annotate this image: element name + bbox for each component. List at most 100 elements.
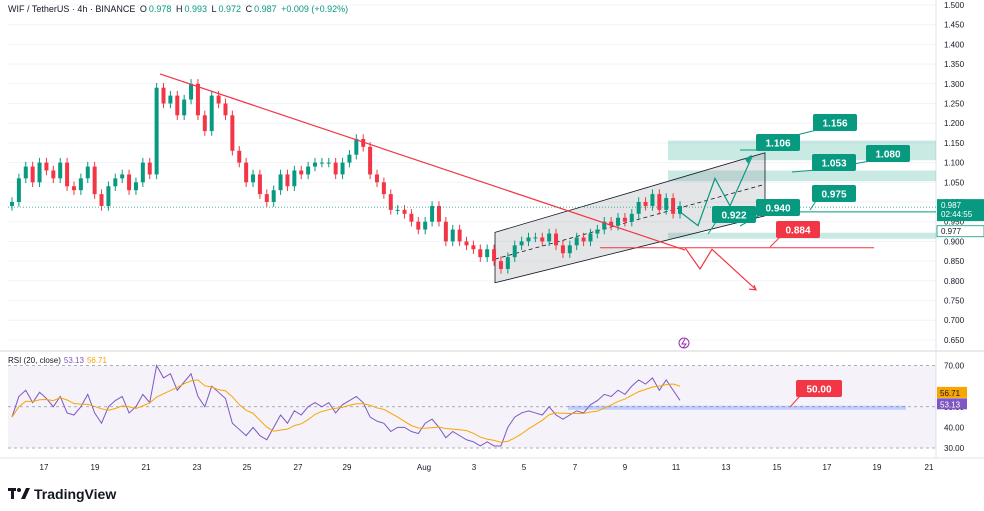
candle-body	[195, 83, 200, 116]
rsi-header[interactable]: RSI (20, close) 53.13 56.71	[8, 356, 107, 365]
candle-body	[464, 241, 469, 246]
low-value: 0.972	[218, 4, 242, 14]
price-axis-label: 0.850	[944, 257, 965, 266]
price-axis-label: 0.750	[944, 297, 965, 306]
callout-box	[756, 134, 800, 151]
price-axis-label: 1.100	[944, 159, 965, 168]
candle-body	[120, 174, 125, 179]
candle-body	[333, 162, 338, 175]
callout-box	[812, 185, 856, 202]
time-axis-label: 13	[722, 463, 731, 472]
time-axis-label: 27	[294, 463, 303, 472]
callout-label: 0.940	[765, 204, 790, 215]
candle-body	[471, 245, 476, 250]
candle-body	[374, 174, 379, 183]
candle-body	[223, 103, 228, 116]
candle-body	[319, 162, 324, 164]
callout-label: 0.884	[785, 226, 810, 237]
price-axis-label: 1.450	[944, 21, 965, 30]
candle-body	[540, 237, 545, 242]
rsi-ma-marker-value: 56.71	[940, 389, 961, 398]
candle-body	[567, 245, 572, 254]
candle-body	[78, 178, 83, 191]
candle-body	[581, 237, 586, 242]
callout-box	[756, 199, 800, 216]
high-label: H	[175, 4, 183, 14]
time-axis-label: 17	[823, 463, 832, 472]
candle-body	[354, 138, 359, 155]
rsi-ma-line	[11, 379, 681, 443]
candle-body	[30, 166, 35, 183]
callout-leader	[809, 200, 817, 211]
time-axis-label: 11	[672, 463, 681, 472]
price-axis-label: 1.400	[944, 40, 965, 49]
candle-body	[313, 162, 318, 167]
bar-countdown: 02:44:55	[941, 210, 973, 219]
callout-box	[866, 145, 910, 162]
target-zone-mid	[668, 170, 936, 182]
candle-body	[147, 162, 152, 175]
candle-body	[395, 209, 400, 211]
flash-icon	[678, 337, 690, 349]
candle-body	[574, 237, 579, 246]
symbol-header: WIF / TetherUS · 4h · BINANCE O 0.978 H 0.…	[8, 4, 350, 14]
candle-body	[361, 138, 366, 147]
price-axis-label: 1.200	[944, 119, 965, 128]
candle-body	[216, 95, 221, 104]
callout-label: 0.975	[821, 190, 846, 201]
candle-body	[58, 162, 63, 179]
rsi-line	[11, 364, 681, 447]
time-axis-label: 19	[873, 463, 882, 472]
candle-body	[285, 174, 290, 187]
candle-body	[650, 194, 655, 206]
callout-box	[796, 380, 842, 397]
candle-body	[485, 249, 490, 258]
rsi-value: 53.13	[63, 356, 84, 365]
candle-body	[622, 217, 627, 222]
level-marker	[936, 225, 984, 238]
candle-body	[457, 229, 462, 242]
candle-body	[533, 237, 538, 239]
candle-body	[443, 221, 448, 242]
change-value: +0.009 (+0.92%)	[281, 4, 349, 14]
symbol-title[interactable]: WIF / TetherUS · 4h · BINANCE	[8, 4, 136, 14]
rsi-label: RSI (20, close)	[8, 356, 61, 365]
bullish-projection	[679, 156, 753, 227]
callout-label: 1.053	[821, 159, 846, 170]
rsi-axis-label: 40.00	[944, 423, 965, 432]
time-axis-label: 7	[573, 463, 578, 472]
candle-body	[664, 198, 669, 210]
candle-body	[347, 154, 352, 163]
bearish-arrowhead	[748, 284, 757, 291]
rsi-ma-value: 56.71	[86, 356, 107, 365]
callout-label: 0.922	[721, 211, 746, 222]
price-axis-label: 1.050	[944, 178, 965, 187]
candle-body	[519, 241, 524, 246]
open-value: 0.978	[148, 4, 172, 14]
time-axis-label: 21	[142, 463, 151, 472]
callout-leader	[769, 236, 781, 248]
candle-body	[602, 221, 607, 230]
time-axis-label: 23	[193, 463, 202, 472]
candle-body	[113, 178, 118, 187]
candle-body	[381, 182, 386, 195]
candle-body	[512, 245, 517, 258]
price-axis-label: 1.300	[944, 80, 965, 89]
rsi-value-marker	[937, 398, 967, 410]
candle-body	[251, 174, 256, 183]
candle-body	[161, 87, 166, 104]
candle-body	[133, 182, 138, 191]
brand-name: TradingView	[34, 486, 117, 502]
descending-trendline	[159, 73, 686, 251]
rsi-axis-label: 70.00	[944, 362, 965, 371]
candle-body	[51, 170, 56, 179]
candle-body	[409, 213, 414, 222]
current-price-marker	[937, 199, 984, 222]
callout-leader	[707, 221, 717, 235]
candle-body	[202, 115, 207, 132]
tradingview-logo[interactable]: TradingView	[8, 486, 116, 502]
candle-body	[588, 233, 593, 242]
candle-body	[244, 162, 249, 183]
price-axis-label: 1.150	[944, 139, 965, 148]
